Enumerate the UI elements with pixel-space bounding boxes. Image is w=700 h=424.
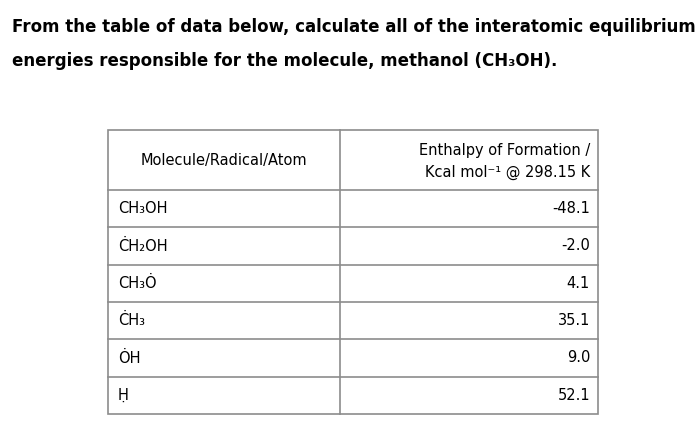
Text: ĊH₃: ĊH₃ [118, 313, 145, 328]
Text: Molecule/Radical/Atom: Molecule/Radical/Atom [141, 153, 307, 167]
Text: CH₃Ȯ: CH₃Ȯ [118, 276, 157, 291]
Text: 4.1: 4.1 [567, 276, 590, 291]
Text: 9.0: 9.0 [566, 351, 590, 365]
Text: From the table of data below, calculate all of the interatomic equilibrium poten: From the table of data below, calculate … [12, 18, 700, 36]
Text: 35.1: 35.1 [558, 313, 590, 328]
Text: ĊH₂OH: ĊH₂OH [118, 238, 167, 254]
Text: -48.1: -48.1 [552, 201, 590, 216]
Text: Ḥ: Ḥ [118, 388, 129, 403]
Text: Enthalpy of Formation /: Enthalpy of Formation / [419, 142, 590, 157]
Text: -2.0: -2.0 [561, 238, 590, 254]
Bar [108, 130, 598, 414]
Text: CH₃OH: CH₃OH [118, 201, 167, 216]
Text: Kcal mol⁻¹ @ 298.15 K: Kcal mol⁻¹ @ 298.15 K [425, 165, 590, 180]
Text: energies responsible for the molecule, methanol (CH₃OH).: energies responsible for the molecule, m… [12, 52, 557, 70]
Text: 52.1: 52.1 [557, 388, 590, 403]
Text: ȮH: ȮH [118, 351, 141, 365]
